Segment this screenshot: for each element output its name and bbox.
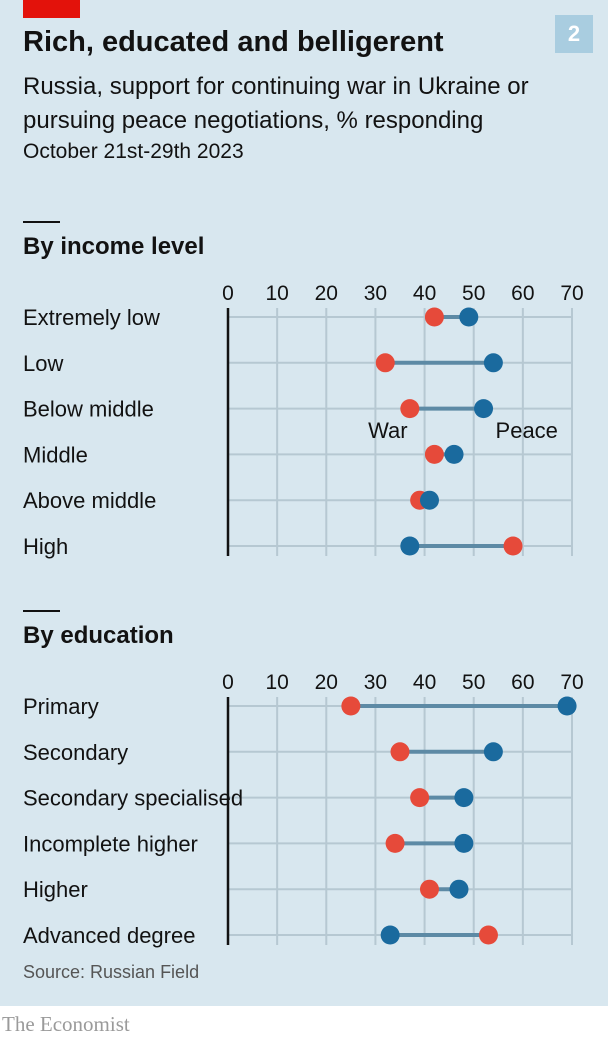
chart-2-war-point-6 [478,925,498,945]
dumbbell-charts: By income level 0 10 20 30 40 50 60 70 Extremely … [23,221,584,948]
brand-wordmark: The Economist [2,1012,130,1036]
chart-1-war-point-1 [424,307,444,327]
chart-1-legend-peace: Peace [496,418,558,443]
chart-2-category-label-3: Secondary specialised [23,786,243,811]
chart-1-war-point-3 [400,399,420,419]
chart-1-category-label-1: Extremely low [23,305,160,330]
chart-1-peace-point-6 [400,536,420,556]
chart-1-peace-point-3 [474,399,494,419]
chart-1-tick-label-30: 30 [364,282,387,305]
chart-2-tick-label-60: 60 [511,671,534,694]
chart-2-peace-point-1 [557,696,577,716]
chart-1-category-label-6: High [23,534,68,559]
chart-2-peace-point-5 [449,879,469,899]
chart-2-war-point-2 [390,742,410,762]
chart-1-tick-label-20: 20 [315,282,338,305]
chart-1-tick-label-0: 0 [222,282,234,305]
chart-2-category-label-2: Secondary [23,740,128,765]
chart-2-war-point-1 [341,696,361,716]
chart-2-peace-point-4 [454,833,474,853]
chart-1-peace-point-5 [419,490,439,510]
chart-2-peace-point-2 [483,742,503,762]
chart-2-tick-label-40: 40 [413,671,436,694]
chart-2-war-point-3 [410,788,430,808]
chart-2-category-label-5: Higher [23,877,88,902]
chart-1-tick-label-40: 40 [413,282,436,305]
chart-1-war-point-2 [375,353,395,373]
chart-panel [0,0,608,1006]
chart-date: October 21st-29th 2023 [23,140,244,163]
chart-2-category-label-1: Primary [23,694,99,719]
chart-1-category-label-5: Above middle [23,488,156,513]
chart-2-peace-point-3 [454,788,474,808]
chart-1-war-point-6 [503,536,523,556]
chart-2-tick-label-10: 10 [265,671,288,694]
chart-1-category-label-2: Low [23,351,63,376]
chart-1-category-label-3: Below middle [23,397,154,422]
chart-2-war-point-4 [385,833,405,853]
chart-1-peace-point-1 [459,307,479,327]
chart-subtitle: Russia, support for continuing war in Uk… [23,73,529,134]
chart-1-legend-war: War [368,418,408,443]
chart-2-tick-label-70: 70 [560,671,583,694]
chart-1-war-point-4 [424,444,444,464]
chart-title: Rich, educated and belligerent [23,26,444,58]
chart-number-badge: 2 [555,15,593,53]
source-note: Source: Russian Field [23,962,200,982]
chart-1-peace-point-2 [483,353,503,373]
chart-2-war-point-5 [419,879,439,899]
chart-2-category-label-4: Incomplete higher [23,831,198,856]
brand-red-bar [23,0,80,18]
chart-2-tick-label-20: 20 [315,671,338,694]
chart-1-tick-label-50: 50 [462,282,485,305]
chart-1-category-label-4: Middle [23,442,88,467]
chart-2-tick-label-50: 50 [462,671,485,694]
chart-2-tick-label-30: 30 [364,671,387,694]
chart-2-tick-label-0: 0 [222,671,234,694]
chart-2-title: By education [23,622,174,649]
chart-1-peace-point-4 [444,444,464,464]
chart-1-tick-label-70: 70 [560,282,583,305]
chart-1-tick-label-10: 10 [265,282,288,305]
chart-2-category-label-6: Advanced degree [23,923,195,948]
chart-1-tick-label-60: 60 [511,282,534,305]
chart-1-title: By income level [23,233,204,260]
chart-2-peace-point-6 [380,925,400,945]
